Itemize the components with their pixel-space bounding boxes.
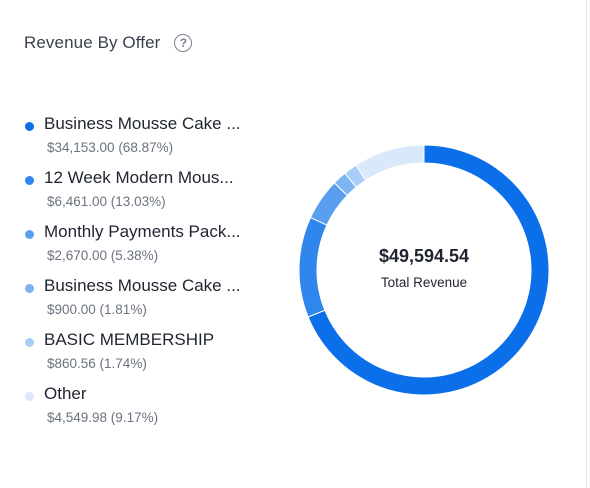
legend-value: $6,461.00 (13.03%) bbox=[47, 194, 166, 209]
legend-value: $900.00 (1.81%) bbox=[47, 302, 147, 317]
legend-dot-icon bbox=[25, 392, 34, 401]
donut-chart: $49,594.54 Total Revenue bbox=[298, 144, 550, 396]
total-revenue-value: $49,594.54 bbox=[378, 246, 470, 266]
legend-dot-icon bbox=[25, 230, 34, 239]
chart-legend: Business Mousse Cake ... $34,153.00 (68.… bbox=[24, 114, 254, 438]
legend-item[interactable]: Other $4,549.98 (9.17%) bbox=[24, 384, 254, 438]
legend-label: Business Mousse Cake ... bbox=[44, 114, 241, 133]
question-circle-icon[interactable]: ? bbox=[174, 34, 193, 52]
legend-value: $4,549.98 (9.17%) bbox=[47, 410, 159, 425]
legend-value: $2,670.00 (5.38%) bbox=[47, 248, 159, 263]
donut-slice[interactable] bbox=[355, 144, 425, 181]
legend-dot-icon bbox=[25, 338, 34, 347]
card-title: Revenue By Offer bbox=[24, 33, 161, 52]
legend-dot-icon bbox=[25, 122, 34, 131]
legend-item[interactable]: Business Mousse Cake ... $34,153.00 (68.… bbox=[24, 114, 254, 168]
donut-center: $49,594.54 Total Revenue bbox=[298, 144, 550, 396]
legend-label: Other bbox=[44, 384, 87, 403]
legend-label: Business Mousse Cake ... bbox=[44, 276, 241, 295]
total-revenue-label: Total Revenue bbox=[380, 275, 468, 290]
legend-dot-icon bbox=[25, 176, 34, 185]
legend-label: BASIC MEMBERSHIP bbox=[44, 330, 215, 349]
legend-item[interactable]: Monthly Payments Pack... $2,670.00 (5.38… bbox=[24, 222, 254, 276]
donut-slice[interactable] bbox=[307, 144, 550, 396]
legend-dot-icon bbox=[25, 284, 34, 293]
legend-label: 12 Week Modern Mous... bbox=[44, 168, 234, 187]
legend-item[interactable]: 12 Week Modern Mous... $6,461.00 (13.03%… bbox=[24, 168, 254, 222]
legend-item[interactable]: Business Mousse Cake ... $900.00 (1.81%) bbox=[24, 276, 254, 330]
legend-value: $34,153.00 (68.87%) bbox=[47, 140, 174, 155]
legend-value: $860.56 (1.74%) bbox=[47, 356, 147, 371]
card-header: Revenue By Offer ? bbox=[24, 33, 193, 53]
donut-chart-svg bbox=[298, 144, 550, 396]
legend-label: Monthly Payments Pack... bbox=[44, 222, 241, 241]
legend-item[interactable]: BASIC MEMBERSHIP $860.56 (1.74%) bbox=[24, 330, 254, 384]
